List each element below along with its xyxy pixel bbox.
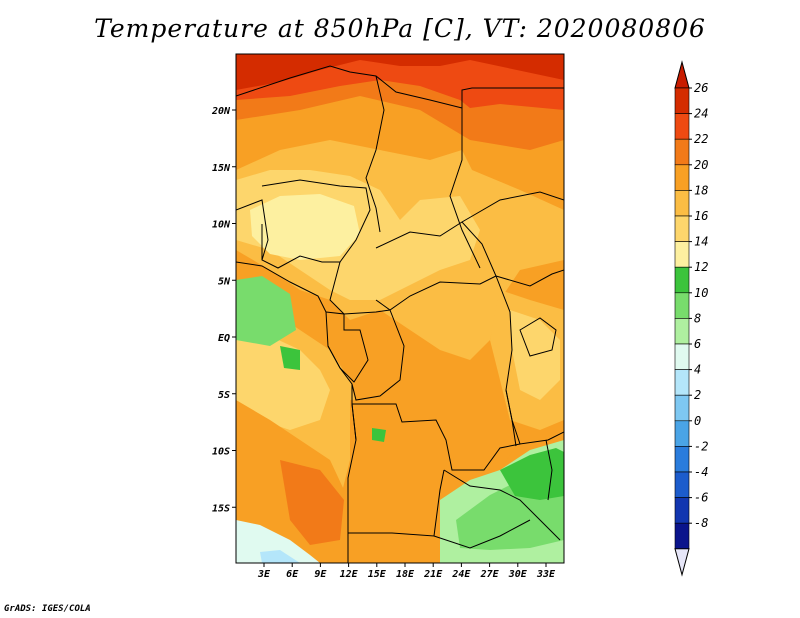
- border-niger-chad: [365, 75, 385, 233]
- colorbar-segment: [674, 446, 690, 473]
- border-congo: [351, 309, 405, 401]
- colorbar-label: -4: [694, 465, 708, 479]
- colorbar-label: 10: [694, 286, 708, 300]
- border-chad-sudan: [449, 108, 481, 269]
- map-frame: [235, 53, 565, 564]
- lat-label: 10N: [212, 220, 231, 231]
- colorbar-segment: [674, 292, 690, 319]
- border-north: [236, 65, 564, 109]
- lon-label: 30E: [508, 569, 528, 580]
- lat-label: 10S: [212, 447, 230, 458]
- colorbar-label: 20: [694, 158, 708, 172]
- border-south-sudan: [495, 269, 564, 287]
- temperature-fill-contours: [236, 54, 564, 563]
- colorbar-label: 26: [694, 81, 708, 95]
- lon-label: 33E: [536, 569, 556, 580]
- coast: [236, 261, 357, 441]
- lat-label: 20N: [211, 106, 231, 117]
- colorbar-segment: [674, 241, 690, 268]
- lat-label: 5S: [218, 390, 230, 401]
- colorbar-label: 0: [694, 414, 701, 428]
- lon-label: 27E: [480, 569, 500, 580]
- colorbar-segment: [674, 420, 690, 447]
- colorbar-label: 14: [694, 235, 708, 249]
- border-west: [236, 199, 269, 261]
- colorbar-segment: [674, 522, 690, 550]
- lat-label: 15S: [212, 503, 230, 514]
- colorbar-segment: [674, 266, 690, 294]
- colorbar-segment: [674, 87, 690, 114]
- colorbar-label: -2: [694, 439, 708, 453]
- border-angola: [347, 403, 445, 537]
- border-drc-south: [352, 403, 521, 471]
- lake-malawi: [545, 439, 553, 501]
- lat-label: 15N: [212, 163, 231, 174]
- colorbar-segment: [674, 497, 690, 524]
- colorbar-label: 24: [694, 107, 708, 121]
- colorbar-label: 4: [694, 363, 701, 377]
- colorbar-segment: [674, 318, 690, 345]
- border-south: [433, 519, 531, 549]
- colorbar-label: 6: [694, 337, 701, 351]
- colorbar-label: -8: [694, 516, 708, 530]
- chart-title: Temperature at 850hPa [C], VT: 202008080…: [94, 14, 706, 43]
- border-nigeria: [261, 179, 371, 269]
- lon-label: 3E: [257, 569, 271, 580]
- lon-label: 18E: [396, 569, 415, 580]
- temperature-map: [236, 54, 564, 563]
- contour-fill-group: [236, 54, 564, 563]
- colorbar-segment: [674, 215, 690, 242]
- colorbar-segment: [674, 164, 690, 191]
- colorbar-label: 8: [694, 311, 701, 325]
- lon-label: 6E: [286, 569, 299, 580]
- lat-label: EQ: [218, 333, 230, 344]
- border-zambia: [443, 469, 561, 541]
- colorbar-segment: [674, 471, 690, 498]
- latitude-axis: 20N 15N 10N 5N EQ 5S 10S 15S: [211, 106, 236, 514]
- lon-label: 12E: [340, 569, 359, 580]
- lon-label: 24E: [451, 569, 471, 580]
- lon-label: 15E: [368, 569, 387, 580]
- colorbar-label: 22: [694, 132, 708, 146]
- lat-label: 5N: [218, 276, 231, 287]
- colorbar-segment: [674, 113, 690, 140]
- country-borders: [236, 65, 564, 563]
- colorbar-segment: [674, 138, 690, 166]
- lake-tanganyika: [505, 389, 517, 447]
- colorbar-segment: [674, 394, 690, 422]
- colorbar-top-arrow: [674, 60, 690, 89]
- colorbar-label: 12: [694, 260, 708, 274]
- grads-credit: GrADS: IGES/COLA: [4, 604, 91, 614]
- colorbar-segment: [674, 369, 690, 396]
- lon-label: 9E: [314, 569, 327, 580]
- colorbar-label: 18: [694, 183, 708, 197]
- lon-label: 21E: [423, 569, 443, 580]
- border-sudan-east: [461, 191, 564, 223]
- colorbar-segment: [674, 190, 690, 217]
- colorbar-label: 2: [694, 388, 701, 402]
- longitude-axis: 3E 6E 9E 12E 15E 18E 21E 24E 27E 30E 33E: [257, 563, 556, 580]
- colorbar-segment: [674, 343, 690, 370]
- colorbar-label: 16: [694, 209, 708, 223]
- colorbar-bottom-arrow: [674, 548, 690, 577]
- lake-victoria: [519, 317, 557, 357]
- colorbar-label: -6: [694, 491, 708, 505]
